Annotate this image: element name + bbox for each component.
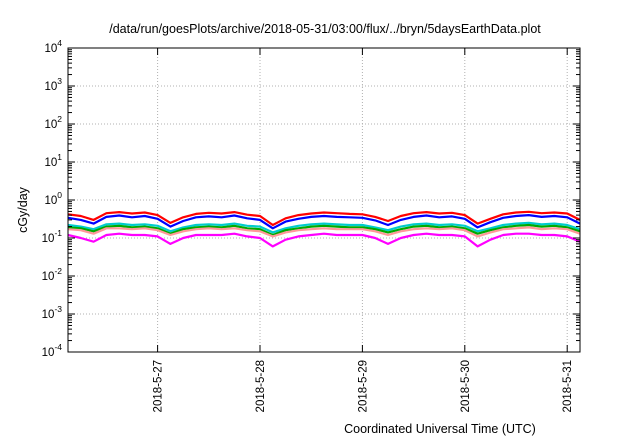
series-line-6	[67, 232, 581, 248]
y-tick-label: 104	[44, 38, 62, 55]
x-tick-label: 2018-5-30	[460, 360, 472, 412]
x-tick-label: 2018-5-27	[153, 360, 165, 412]
series-line-4	[67, 223, 581, 237]
series-line-5	[67, 226, 581, 238]
y-tick-label: 10-4	[42, 342, 63, 359]
x-axis-label: Coordinated Universal Time (UTC)	[344, 422, 536, 436]
y-axis-label: cGy/day	[16, 186, 30, 233]
series-line-3	[67, 221, 581, 234]
y-tick-label: 10-2	[42, 266, 63, 283]
grid-lines	[68, 48, 580, 352]
y-tick-label: 103	[44, 76, 62, 93]
y-tick-label: 102	[44, 114, 62, 131]
y-tick-label: 10-3	[42, 304, 63, 321]
x-tick-label: 2018-5-28	[255, 360, 267, 412]
y-tick-label: 100	[44, 190, 62, 207]
axis-ticks: 10-4 10-3 10-2 10-1 100 101 102 103 104 2018-5-27…	[42, 38, 580, 412]
x-tick-label: 2018-5-31	[562, 360, 574, 412]
chart-title: /data/run/goesPlots/archive/2018-05-31/0…	[109, 22, 541, 36]
series-line-2	[67, 214, 581, 230]
series-lines	[67, 210, 581, 248]
x-tick-label: 2018-5-29	[357, 360, 369, 412]
y-tick-label: 10-1	[42, 228, 63, 245]
y-tick-label: 101	[44, 152, 62, 169]
series-line-1	[67, 210, 581, 227]
